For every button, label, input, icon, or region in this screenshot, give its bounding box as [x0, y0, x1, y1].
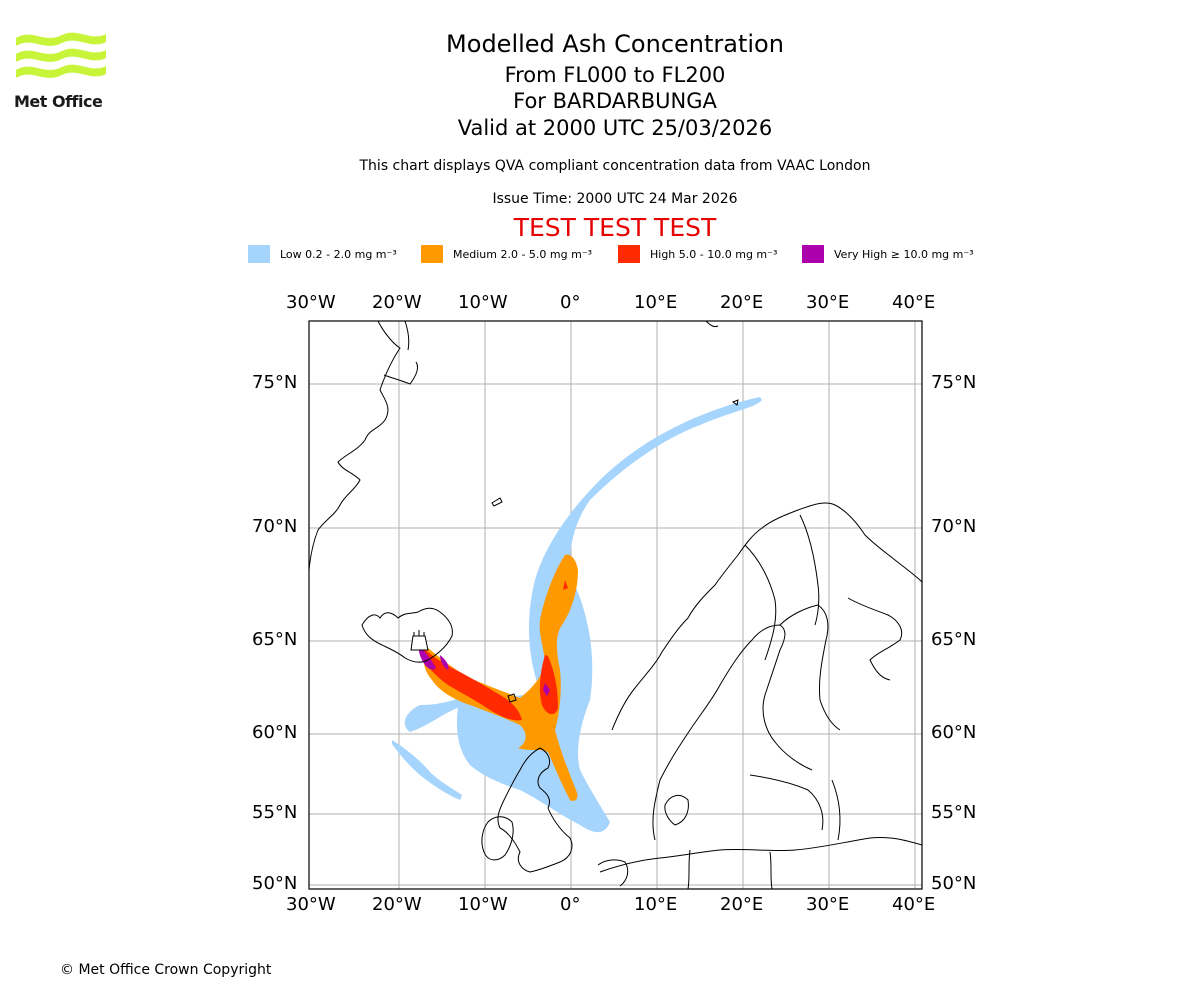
- lon-tick-top-10w: 10°W: [458, 292, 508, 313]
- legend-label-low: Low 0.2 - 2.0 mg m⁻³: [280, 247, 397, 261]
- lon-tick-top-10e: 10°E: [634, 292, 678, 313]
- lat-tick-left-65n: 65°N: [252, 629, 298, 650]
- lat-tick-right-75n: 75°N: [931, 372, 977, 393]
- chart-title: Modelled Ash Concentration: [446, 30, 784, 58]
- issue-time: Issue Time: 2000 UTC 24 Mar 2026: [492, 191, 738, 207]
- lat-tick-left-50n: 50°N: [252, 873, 298, 894]
- lon-tick-top-30e: 30°E: [806, 292, 850, 313]
- lon-tick-bottom-30w: 30°W: [286, 894, 336, 915]
- lon-tick-bottom-0: 0°: [560, 894, 581, 915]
- map-frame: [308, 320, 923, 890]
- lat-tick-right-65n: 65°N: [931, 629, 977, 650]
- chart-description: This chart displays QVA compliant concen…: [359, 158, 871, 174]
- legend-label-very-high: Very High ≥ 10.0 mg m⁻³: [834, 247, 974, 261]
- legend-label-high: High 5.0 - 10.0 mg m⁻³: [650, 247, 778, 261]
- legend-swatch-medium: [421, 245, 443, 263]
- lon-tick-top-0: 0°: [560, 292, 581, 313]
- legend-item-medium: Medium 2.0 - 5.0 mg m⁻³: [421, 244, 592, 264]
- legend-swatch-very-high: [802, 245, 824, 263]
- lon-tick-top-20w: 20°W: [372, 292, 422, 313]
- lat-tick-left-55n: 55°N: [252, 802, 298, 823]
- flight-levels: From FL000 to FL200: [504, 63, 726, 87]
- ash-area-very-high: [418, 646, 550, 696]
- test-banner: TEST TEST TEST: [513, 213, 717, 242]
- legend-label-medium: Medium 2.0 - 5.0 mg m⁻³: [453, 247, 593, 261]
- legend-item-low: Low 0.2 - 2.0 mg m⁻³: [248, 244, 397, 264]
- lon-tick-top-30w: 30°W: [286, 292, 336, 313]
- ash-area-low: [392, 397, 762, 833]
- lon-tick-top-40e: 40°E: [892, 292, 936, 313]
- ash-area-high: [420, 580, 568, 721]
- legend-item-very-high: Very High ≥ 10.0 mg m⁻³: [802, 244, 974, 264]
- lon-tick-bottom-30e: 30°E: [806, 894, 850, 915]
- met-office-waves-icon: [16, 32, 106, 78]
- lat-tick-right-55n: 55°N: [931, 802, 977, 823]
- lat-tick-right-70n: 70°N: [931, 516, 977, 537]
- map-gridlines: [309, 321, 922, 889]
- legend-swatch-high: [618, 245, 640, 263]
- lon-tick-bottom-40e: 40°E: [892, 894, 936, 915]
- lat-tick-right-50n: 50°N: [931, 873, 977, 894]
- lon-tick-bottom-10w: 10°W: [458, 894, 508, 915]
- lon-tick-bottom-20w: 20°W: [372, 894, 422, 915]
- volcano-name: For BARDARBUNGA: [513, 89, 717, 113]
- lon-tick-bottom-10e: 10°E: [634, 894, 678, 915]
- met-office-logo: Met Office: [14, 30, 109, 115]
- lon-tick-bottom-20e: 20°E: [720, 894, 764, 915]
- copyright: © Met Office Crown Copyright: [60, 962, 272, 978]
- coastlines: [309, 321, 922, 889]
- lat-tick-left-75n: 75°N: [252, 372, 298, 393]
- legend-item-high: High 5.0 - 10.0 mg m⁻³: [618, 244, 777, 264]
- legend-swatch-low: [248, 245, 270, 263]
- valid-time: Valid at 2000 UTC 25/03/2026: [457, 116, 773, 140]
- lat-tick-left-60n: 60°N: [252, 722, 298, 743]
- ash-area-medium: [423, 554, 578, 801]
- lon-tick-top-20e: 20°E: [720, 292, 764, 313]
- lat-tick-right-60n: 60°N: [931, 722, 977, 743]
- logo-wordmark: Met Office: [14, 92, 103, 111]
- lat-tick-left-70n: 70°N: [252, 516, 298, 537]
